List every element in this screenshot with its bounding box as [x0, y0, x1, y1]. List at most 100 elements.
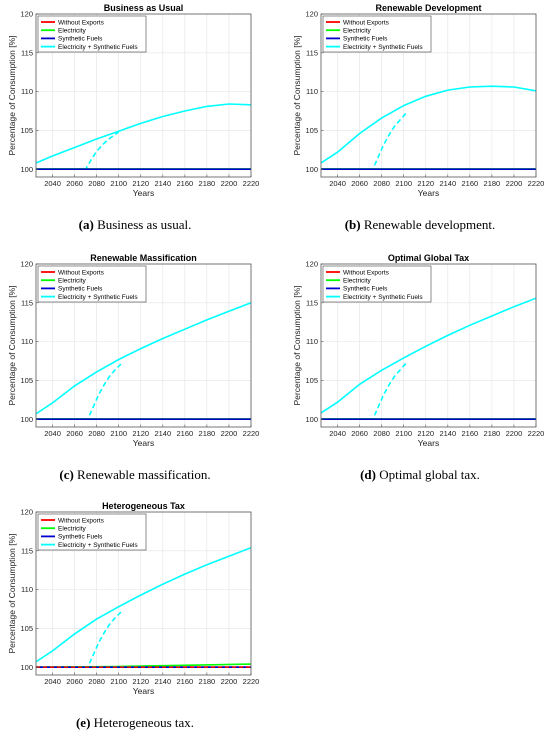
x-tick-label: 2160	[177, 179, 194, 188]
x-tick-label: 2060	[66, 429, 83, 438]
dashed-series-line	[36, 363, 122, 420]
legend-entry: Synthetic Fuels	[343, 36, 388, 43]
axes-box	[320, 263, 537, 428]
legend-box	[322, 265, 432, 303]
y-tick-label: 115	[21, 298, 33, 307]
y-tick-label: 100	[20, 415, 33, 424]
caption-text: Renewable massification.	[73, 467, 211, 482]
caption-letter: (b)	[344, 217, 361, 232]
y-tick-label: 100	[20, 663, 33, 672]
y-tick-label: 115	[306, 48, 318, 57]
x-tick-label: 2200	[221, 677, 238, 686]
chart-panel-5: Heterogeneous Tax 2040 2060 2080 2100 2120 214…	[5, 498, 265, 738]
x-tick-label: 2220	[528, 429, 545, 438]
axes-box	[320, 13, 537, 178]
y-tick-label: 105	[305, 376, 318, 385]
caption-text: Renewable development.	[360, 217, 496, 232]
x-tick-label: 2120	[132, 179, 149, 188]
caption-letter: (e)	[75, 715, 91, 730]
x-tick-label: 2220	[243, 677, 260, 686]
y-axis-label: Percentage of Consumption [%]	[292, 35, 302, 155]
y-tick-label: 105	[20, 624, 33, 633]
y-tick-label: 120	[305, 260, 318, 269]
legend-entry: Synthetic Fuels	[58, 286, 103, 293]
x-tick-label: 2060	[351, 179, 368, 188]
legend-entry: Electricity + Synthetic Fuels	[58, 44, 138, 51]
x-tick-label: 2100	[110, 677, 127, 686]
x-axis-label: Years	[418, 438, 439, 448]
x-axis-label: Years	[418, 188, 439, 198]
legend-box	[37, 15, 147, 53]
series-group	[321, 85, 536, 170]
y-tick-label: 120	[20, 508, 33, 517]
chart-title: Renewable Massification	[90, 253, 197, 263]
x-tick-label: 2180	[484, 179, 501, 188]
y-tick-label: 100	[305, 415, 318, 424]
chart-svg: Business as Usual 2040 2060 2080 2100 2120 214…	[7, 3, 260, 198]
legend-entry: Electricity	[58, 526, 87, 533]
y-axis-label: Percentage of Consumption [%]	[7, 285, 17, 405]
figure-caption: (d) Optimal global tax.	[290, 467, 550, 483]
dashed-series-line	[36, 131, 120, 170]
x-tick-label: 2040	[44, 677, 61, 686]
legend-entry: Electricity	[343, 28, 372, 35]
x-tick-label: 2220	[243, 429, 260, 438]
series-group	[36, 103, 251, 170]
x-tick-label: 2200	[506, 179, 523, 188]
series-group	[321, 297, 536, 420]
x-tick-label: 2200	[506, 429, 523, 438]
y-axis-label: Percentage of Consumption [%]	[292, 285, 302, 405]
y-tick-label: 100	[305, 165, 318, 174]
figure-caption: (c) Renewable massification.	[5, 467, 265, 483]
legend-box	[37, 513, 147, 551]
chart-svg: Renewable Development 2040 2060 2080 2100 212…	[292, 3, 544, 198]
caption-letter: (a)	[78, 217, 94, 232]
x-tick-label: 2040	[44, 429, 61, 438]
x-tick-label: 2140	[154, 179, 171, 188]
caption-letter: (c)	[59, 467, 74, 482]
y-tick-label: 110	[21, 87, 33, 96]
y-tick-label: 105	[305, 126, 318, 135]
chart-panel-3: Renewable Massification 2040 2060 2080 2100 2…	[5, 250, 265, 490]
y-tick-label: 115	[21, 48, 33, 57]
x-tick-label: 2080	[88, 429, 105, 438]
x-tick-label: 2100	[395, 429, 412, 438]
y-tick-label: 110	[21, 585, 33, 594]
chart-title: Heterogeneous Tax	[102, 501, 185, 511]
y-tick-label: 110	[21, 337, 33, 346]
figure-caption: (a) Business as usual.	[5, 217, 265, 233]
x-tick-label: 2080	[88, 677, 105, 686]
x-tick-label: 2200	[221, 179, 238, 188]
legend-box	[37, 265, 147, 303]
x-tick-label: 2100	[110, 179, 127, 188]
series-line-electricity-synthetic-fuels	[36, 103, 251, 164]
x-tick-label: 2040	[329, 429, 346, 438]
dashed-series-line	[321, 362, 407, 420]
x-tick-label: 2160	[462, 429, 479, 438]
chart-svg: Optimal Global Tax 2040 2060 2080 2100 2120 21…	[292, 253, 545, 448]
x-tick-label: 2100	[395, 179, 412, 188]
x-tick-label: 2060	[66, 179, 83, 188]
axes-box	[35, 263, 252, 428]
y-tick-label: 115	[306, 298, 318, 307]
legend-entry: Electricity	[58, 278, 87, 285]
x-tick-label: 2220	[243, 179, 260, 188]
legend-entry: Without Exports	[58, 269, 105, 276]
dashed-series-line	[36, 611, 122, 668]
caption-letter: (d)	[360, 467, 376, 482]
x-tick-label: 2120	[132, 677, 149, 686]
axes-box	[35, 511, 252, 676]
legend-entry: Electricity + Synthetic Fuels	[343, 44, 423, 51]
series-group	[36, 302, 251, 420]
x-tick-label: 2160	[177, 677, 194, 686]
x-tick-label: 2180	[484, 429, 501, 438]
x-tick-label: 2120	[417, 179, 434, 188]
y-tick-label: 105	[20, 376, 33, 385]
chart-panel-2: Renewable Development 2040 2060 2080 2100 212…	[290, 0, 550, 240]
chart-svg: Renewable Massification 2040 2060 2080 2100 2…	[7, 253, 260, 448]
y-axis-label: Percentage of Consumption [%]	[7, 533, 17, 653]
caption-text: Optimal global tax.	[375, 467, 480, 482]
x-tick-label: 2100	[110, 429, 127, 438]
